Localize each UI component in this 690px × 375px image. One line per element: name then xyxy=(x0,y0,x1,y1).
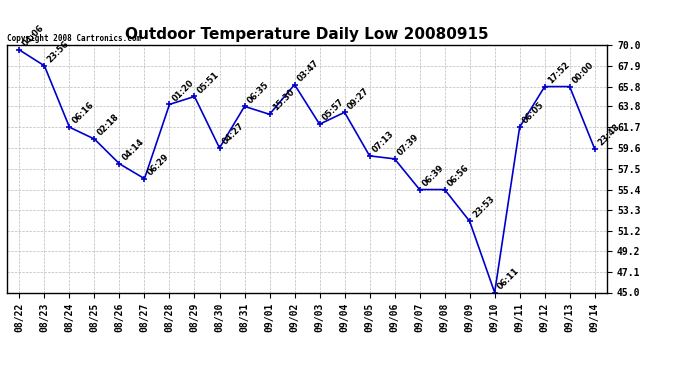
Text: 23:56: 23:56 xyxy=(46,39,71,64)
Text: 15:30: 15:30 xyxy=(271,88,296,113)
Text: 04:06: 04:06 xyxy=(21,23,46,48)
Text: 23:48: 23:48 xyxy=(596,122,621,147)
Text: 06:05: 06:05 xyxy=(521,100,546,126)
Text: 07:13: 07:13 xyxy=(371,129,396,154)
Text: Copyright 2008 Cartronics.com: Copyright 2008 Cartronics.com xyxy=(7,33,141,42)
Text: 09:27: 09:27 xyxy=(346,86,371,111)
Text: 23:53: 23:53 xyxy=(471,195,496,220)
Text: 05:57: 05:57 xyxy=(321,98,346,123)
Text: 02:18: 02:18 xyxy=(96,112,121,138)
Text: 05:51: 05:51 xyxy=(196,70,221,95)
Text: 01:20: 01:20 xyxy=(171,78,196,103)
Text: 06:39: 06:39 xyxy=(421,163,446,188)
Text: 03:47: 03:47 xyxy=(296,58,321,83)
Text: 06:56: 06:56 xyxy=(446,163,471,188)
Text: 06:35: 06:35 xyxy=(246,80,271,105)
Title: Outdoor Temperature Daily Low 20080915: Outdoor Temperature Daily Low 20080915 xyxy=(126,27,489,42)
Text: 07:39: 07:39 xyxy=(396,132,421,158)
Text: 04:14: 04:14 xyxy=(121,137,146,162)
Text: 17:52: 17:52 xyxy=(546,60,571,85)
Text: 06:29: 06:29 xyxy=(146,152,171,177)
Text: 06:16: 06:16 xyxy=(71,100,96,126)
Text: 06:11: 06:11 xyxy=(496,266,522,291)
Text: 04:27: 04:27 xyxy=(221,122,246,147)
Text: 00:00: 00:00 xyxy=(571,60,596,85)
